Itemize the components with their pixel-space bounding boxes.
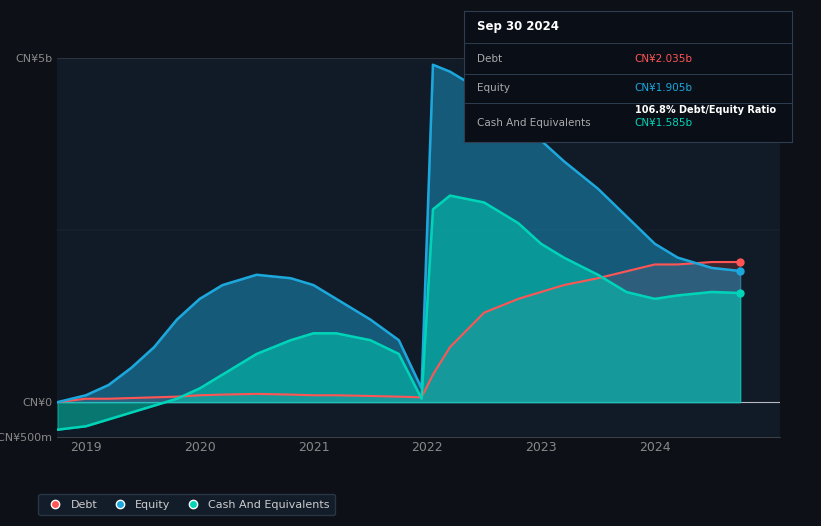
Text: CN¥1.585b: CN¥1.585b [635,118,693,128]
Text: Debt: Debt [477,54,502,64]
Text: CN¥1.905b: CN¥1.905b [635,83,693,93]
Text: 106.8% Debt/Equity Ratio: 106.8% Debt/Equity Ratio [635,105,776,115]
Text: Cash And Equivalents: Cash And Equivalents [477,118,590,128]
Legend: Debt, Equity, Cash And Equivalents: Debt, Equity, Cash And Equivalents [39,494,335,515]
Text: CN¥2.035b: CN¥2.035b [635,54,693,64]
Text: Sep 30 2024: Sep 30 2024 [477,19,559,33]
Text: Equity: Equity [477,83,510,93]
